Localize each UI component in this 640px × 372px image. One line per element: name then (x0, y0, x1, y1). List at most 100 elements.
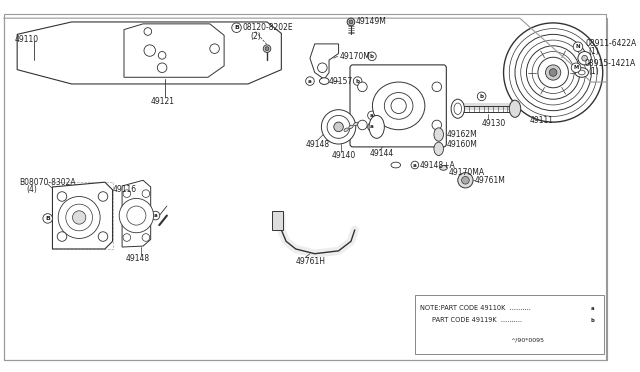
Text: 49148: 49148 (126, 254, 150, 263)
Circle shape (432, 120, 442, 130)
Text: PART CODE 49119K  ..........: PART CODE 49119K .......... (432, 317, 522, 324)
Circle shape (327, 115, 350, 138)
Circle shape (123, 234, 131, 241)
Ellipse shape (434, 128, 444, 141)
Circle shape (367, 52, 376, 61)
Text: (1): (1) (588, 47, 599, 56)
Text: 49121: 49121 (150, 97, 175, 106)
Text: 49170MA: 49170MA (448, 168, 484, 177)
Circle shape (210, 44, 220, 54)
Circle shape (66, 204, 93, 231)
Circle shape (588, 316, 596, 325)
Polygon shape (52, 182, 113, 249)
Text: N: N (575, 44, 580, 49)
Text: (1): (1) (588, 67, 599, 76)
Circle shape (588, 304, 596, 312)
Text: a: a (308, 78, 312, 84)
Text: 08915-1421A: 08915-1421A (584, 60, 636, 68)
Ellipse shape (440, 166, 447, 170)
Circle shape (98, 232, 108, 241)
Text: 49110: 49110 (14, 35, 38, 44)
Text: b: b (356, 78, 360, 84)
Text: 49160M: 49160M (446, 140, 477, 148)
Circle shape (391, 98, 406, 113)
Text: 08911-6422A: 08911-6422A (586, 39, 637, 48)
Circle shape (263, 45, 271, 52)
Text: 49761H: 49761H (296, 257, 326, 266)
Polygon shape (17, 22, 282, 84)
Polygon shape (310, 44, 339, 79)
Ellipse shape (369, 115, 385, 138)
Text: b: b (479, 94, 484, 99)
Text: 49162M: 49162M (446, 130, 477, 139)
Text: 49116: 49116 (113, 185, 137, 194)
Circle shape (367, 111, 376, 120)
Circle shape (477, 92, 486, 101)
Circle shape (158, 52, 166, 59)
Circle shape (57, 192, 67, 201)
Circle shape (527, 46, 580, 99)
Circle shape (142, 234, 150, 241)
Ellipse shape (509, 100, 521, 117)
Circle shape (321, 110, 356, 144)
Text: b: b (370, 54, 374, 59)
Text: 49157: 49157 (329, 77, 353, 86)
Circle shape (504, 23, 603, 122)
Circle shape (532, 52, 574, 93)
Polygon shape (124, 24, 224, 77)
Circle shape (347, 18, 355, 26)
Text: a: a (370, 124, 374, 129)
Circle shape (515, 34, 591, 110)
Circle shape (573, 42, 582, 52)
Text: 49170M: 49170M (339, 52, 371, 61)
Ellipse shape (575, 68, 588, 77)
Text: 08120-8202E: 08120-8202E (243, 23, 293, 32)
Circle shape (538, 57, 568, 88)
Text: 49111: 49111 (529, 116, 554, 125)
FancyBboxPatch shape (350, 65, 446, 147)
Circle shape (43, 214, 52, 223)
Text: B08070-8302A: B08070-8302A (19, 178, 76, 187)
Ellipse shape (451, 99, 465, 118)
Circle shape (432, 82, 442, 92)
Text: 49140: 49140 (332, 151, 356, 160)
Text: 49148+A: 49148+A (420, 161, 456, 170)
Circle shape (578, 52, 591, 65)
Circle shape (358, 82, 367, 92)
Circle shape (367, 123, 376, 131)
Circle shape (127, 206, 146, 225)
Ellipse shape (454, 103, 461, 115)
Bar (415, 295, 604, 354)
Circle shape (142, 190, 150, 198)
Circle shape (123, 190, 131, 198)
Bar (272, 211, 284, 230)
Text: (2): (2) (251, 32, 262, 41)
Circle shape (58, 196, 100, 238)
Circle shape (72, 211, 86, 224)
Circle shape (458, 173, 473, 188)
Circle shape (349, 20, 353, 24)
Polygon shape (122, 180, 150, 247)
Circle shape (232, 23, 241, 32)
Ellipse shape (372, 82, 425, 130)
Text: 49148: 49148 (305, 140, 330, 148)
Text: 49130: 49130 (482, 119, 506, 128)
Text: M: M (573, 65, 579, 70)
Text: ^/90*0095: ^/90*0095 (510, 337, 544, 342)
Circle shape (353, 77, 362, 86)
Circle shape (151, 211, 160, 220)
Bar (52, 182, 113, 249)
Ellipse shape (319, 78, 329, 84)
Circle shape (334, 122, 343, 132)
Ellipse shape (349, 125, 353, 129)
Text: (4): (4) (27, 185, 38, 194)
Ellipse shape (385, 93, 413, 119)
Text: b: b (590, 318, 594, 323)
Text: a: a (413, 163, 417, 167)
Ellipse shape (344, 128, 348, 131)
Circle shape (572, 63, 581, 73)
Circle shape (317, 63, 327, 73)
Circle shape (57, 232, 67, 241)
Circle shape (358, 120, 367, 130)
Ellipse shape (579, 70, 585, 75)
